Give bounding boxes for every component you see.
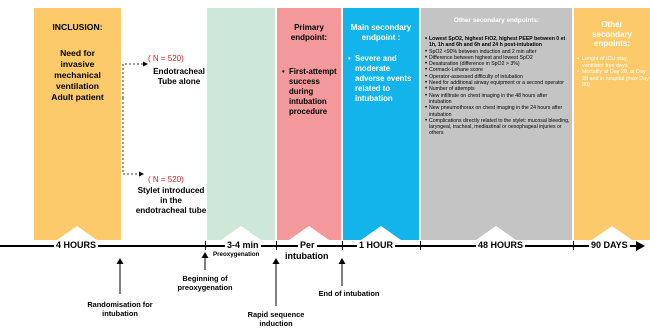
inclusion-line: invasive xyxy=(60,59,95,69)
primary-endpoint-title: Primary endpoint: xyxy=(277,23,341,43)
arm-1-sample-size: ( N = 520) xyxy=(148,54,184,63)
list-item: Number of attempts xyxy=(425,86,570,93)
timeline-label-48-hours: 48 HOURS xyxy=(476,240,526,250)
timeline-tick xyxy=(205,241,207,250)
timeline-tick xyxy=(276,241,278,250)
panel-notch xyxy=(476,226,516,240)
list-item: Lenght of ICU stay, ventilator free days xyxy=(577,56,649,69)
main-title-line: Main secondary xyxy=(350,23,412,32)
arm-1-label: Endotracheal Tube alone xyxy=(135,67,223,87)
panel-notch xyxy=(289,226,329,240)
arm-2-line: endotracheal tube xyxy=(135,206,207,215)
event-beginning-preoxygenation: Beginning of preoxygenation xyxy=(173,274,237,292)
timeline-label-90-days: 90 DAYS xyxy=(589,240,630,250)
arm-1-arrowhead xyxy=(143,61,148,67)
inclusion-line: ventilation xyxy=(56,81,99,91)
timeline-label-3-4-min: 3-4 min xyxy=(225,240,261,250)
timeline-label-1-hour: 1 HOUR xyxy=(357,240,396,250)
preoxygenation-panel xyxy=(207,8,275,240)
other-secondary-list: Lowest SpO2, highest FiO2, highest PEEP … xyxy=(425,36,570,137)
list-item: Cormack-Lehane score xyxy=(425,67,570,74)
list-item: Operator-assessed difficulty of intubati… xyxy=(425,74,570,81)
list-item: New pneumothorax on chest imaging in the… xyxy=(425,105,570,118)
list-item: New infiltrate on chest imaging in the 4… xyxy=(425,93,570,106)
primary-title-line: Primary xyxy=(294,23,324,32)
inclusion-panel: INCLUSION: Need for invasive mechanical … xyxy=(34,8,121,240)
list-item: Difference between highest and lowest Sp… xyxy=(425,55,570,62)
arm-1-line: Tube alone xyxy=(157,77,201,86)
main-secondary-title: Main secondary endpoint : xyxy=(343,23,419,43)
primary-title-line: endpoint: xyxy=(290,33,328,42)
timeline-label-4-hours: 4 HOURS xyxy=(54,240,99,250)
list-item: Complications directly related to the st… xyxy=(425,118,570,137)
event-line: intubation xyxy=(102,309,138,318)
inclusion-criteria: Need for invasive mechanical ventilation… xyxy=(34,48,121,103)
late-title-line: secondary xyxy=(591,29,633,39)
late-title-line: enpoints: xyxy=(594,39,630,48)
other-secondary-title: Other secondary endpoints: xyxy=(453,17,540,24)
list-item: Lowest SpO2, highest FiO2, highest PEEP … xyxy=(425,36,570,49)
arm-1-line: Endotracheal xyxy=(153,67,205,76)
timeline-label-intubation: intubation xyxy=(285,251,329,261)
event-line: induction xyxy=(259,319,293,328)
arm-2-line: Stylet introduced xyxy=(137,186,205,195)
panel-notch xyxy=(57,226,97,240)
timeline-tick xyxy=(573,241,575,250)
other-secondary-endpoints-panel: Other secondary endpoints: Lowest SpO2, … xyxy=(421,8,572,240)
list-item: Desaturation (difference in SpO2 > 3%) xyxy=(425,61,570,68)
panel-notch xyxy=(592,226,632,240)
primary-endpoint-panel: Primary endpoint: First-attempt success … xyxy=(277,8,341,240)
end-arrowhead xyxy=(338,258,346,264)
randomisation-arrowhead xyxy=(116,258,124,264)
timeline-axis xyxy=(0,245,636,247)
main-secondary-endpoint-panel: Main secondary endpoint : Severe and mod… xyxy=(343,8,419,240)
panel-notch xyxy=(221,226,261,240)
arm-2-line: in the xyxy=(160,196,182,205)
timeline-arrowhead xyxy=(636,241,645,251)
rsi-arrowhead xyxy=(272,258,280,264)
arm-1-connector xyxy=(122,63,143,98)
timeline-label-per: Per xyxy=(298,240,317,250)
main-title-line: endpoint : xyxy=(361,33,401,42)
event-end-of-intubation: End of intubation xyxy=(312,289,386,298)
late-secondary-title: Other secondary enpoints: xyxy=(574,20,650,49)
late-secondary-endpoints-panel: Other secondary enpoints: Lenght of ICU … xyxy=(574,8,650,240)
list-item: Severe and moderate adverse events relat… xyxy=(348,54,417,104)
event-line: preoxygenation xyxy=(177,283,233,292)
timeline-tick xyxy=(420,241,422,250)
inclusion-line: Need for xyxy=(60,48,95,58)
event-line: Beginning of xyxy=(182,274,228,283)
event-randomisation: Randomisation for intubation xyxy=(79,300,161,318)
panel-notch xyxy=(361,226,401,240)
event-line: Randomisation for xyxy=(87,300,153,309)
late-secondary-list: Lenght of ICU stay, ventilator free days… xyxy=(577,56,649,89)
list-item: Need for additional airway equipment or … xyxy=(425,80,570,87)
primary-endpoint-list: First-attempt success during intubation … xyxy=(282,67,339,117)
event-line: Rapid sequence xyxy=(247,310,305,319)
event-line: End of intubation xyxy=(318,289,380,298)
list-item: First-attempt success during intubation … xyxy=(282,67,339,117)
inclusion-line: Adult patient xyxy=(51,92,104,102)
list-item: Mortality at Day 28, at Day 90 and in ho… xyxy=(577,69,649,89)
inclusion-title: INCLUSION: xyxy=(52,22,103,32)
beginning-arrowhead xyxy=(201,252,209,258)
timeline-tick xyxy=(342,241,344,250)
arm-2-arrowhead xyxy=(139,171,144,177)
late-title-line: Other xyxy=(601,20,623,29)
main-secondary-list: Severe and moderate adverse events relat… xyxy=(348,54,417,104)
arm-2-sample-size: ( N = 520) xyxy=(148,175,184,184)
list-item: SpO2 <90% between induction and 2 min af… xyxy=(425,49,570,56)
event-rapid-sequence-induction: Rapid sequence induction xyxy=(240,310,312,328)
timeline-label-preoxygenation: Preoxygenation xyxy=(213,251,260,258)
arm-2-connector xyxy=(122,98,139,175)
arm-2-label: Stylet introduced in the endotracheal tu… xyxy=(122,186,220,216)
inclusion-line: mechanical xyxy=(54,70,101,80)
